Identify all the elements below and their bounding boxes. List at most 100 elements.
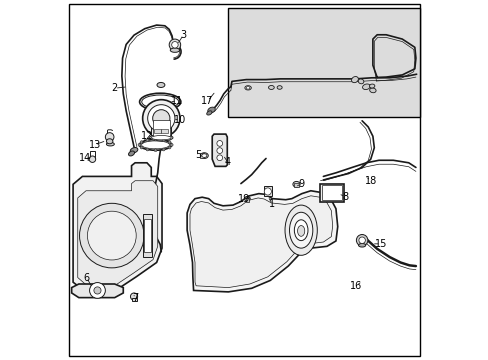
Text: 8: 8 [342,192,348,202]
Polygon shape [72,284,123,298]
Text: 17: 17 [201,96,213,106]
Polygon shape [78,181,158,285]
Bar [151,118,171,137]
Polygon shape [212,134,227,166]
Text: 7: 7 [132,293,138,303]
Circle shape [87,211,136,260]
Circle shape [94,287,101,294]
Ellipse shape [362,84,369,90]
Circle shape [356,234,367,246]
Circle shape [217,148,222,153]
Bar [143,214,152,257]
Text: 4: 4 [224,157,230,167]
Circle shape [89,283,105,298]
Bar [319,184,344,202]
Ellipse shape [128,151,134,156]
Circle shape [162,139,165,141]
Bar [228,8,419,117]
Text: 16: 16 [349,281,362,291]
Ellipse shape [206,111,212,115]
Polygon shape [187,191,337,292]
Ellipse shape [244,86,251,90]
Ellipse shape [297,226,304,236]
Bar [153,120,169,136]
Ellipse shape [157,82,164,87]
Ellipse shape [170,48,179,52]
Text: 3: 3 [180,30,186,40]
Circle shape [168,146,171,149]
Ellipse shape [246,87,249,89]
Text: 15: 15 [374,239,386,249]
Ellipse shape [106,139,113,144]
Circle shape [154,149,157,152]
Bar [154,129,160,134]
Bar [263,186,272,196]
Text: 6: 6 [83,273,90,283]
Text: 9: 9 [298,179,304,189]
Circle shape [146,148,149,151]
Ellipse shape [202,154,206,157]
Bar [200,153,204,158]
Ellipse shape [369,88,375,93]
Text: 18: 18 [364,176,376,186]
Ellipse shape [244,197,250,201]
Circle shape [152,110,169,127]
Circle shape [140,146,142,149]
Ellipse shape [294,220,307,240]
Circle shape [168,141,171,144]
Circle shape [162,148,165,151]
Polygon shape [190,196,332,288]
Ellipse shape [358,243,365,247]
Ellipse shape [285,205,317,255]
Bar [161,129,167,134]
Ellipse shape [277,86,282,89]
Ellipse shape [130,148,138,153]
Ellipse shape [142,141,169,149]
Circle shape [170,143,173,146]
Ellipse shape [106,142,114,146]
Ellipse shape [139,93,181,111]
Circle shape [140,141,142,144]
Ellipse shape [289,212,312,248]
Circle shape [105,133,114,141]
Text: 1: 1 [269,199,275,210]
Text: 2: 2 [111,83,118,93]
Circle shape [146,139,149,141]
Circle shape [138,143,141,146]
Bar [245,198,249,202]
Text: 11: 11 [171,96,183,106]
Circle shape [358,237,365,243]
Ellipse shape [292,181,300,187]
Text: 5: 5 [194,150,201,160]
Circle shape [80,203,144,268]
Ellipse shape [139,139,171,150]
Circle shape [89,156,96,162]
Polygon shape [73,163,162,289]
Bar [131,298,136,301]
Circle shape [130,293,137,300]
Text: 10: 10 [173,115,186,125]
Ellipse shape [142,95,178,109]
Circle shape [169,39,180,50]
Bar [321,185,341,200]
Circle shape [154,138,157,141]
Ellipse shape [207,107,215,113]
Circle shape [264,188,271,195]
Circle shape [142,100,180,137]
Text: 13: 13 [88,140,101,150]
Text: 12: 12 [141,131,153,141]
Circle shape [217,155,222,161]
Text: 19: 19 [237,194,249,204]
Circle shape [217,140,222,146]
Circle shape [171,41,178,48]
Ellipse shape [268,86,274,89]
Bar [89,151,95,158]
Ellipse shape [351,77,358,83]
Ellipse shape [200,153,208,158]
Circle shape [147,105,175,132]
Ellipse shape [149,134,173,141]
Bar [293,183,299,187]
Ellipse shape [151,135,171,140]
Bar [144,220,151,252]
Ellipse shape [358,79,363,84]
